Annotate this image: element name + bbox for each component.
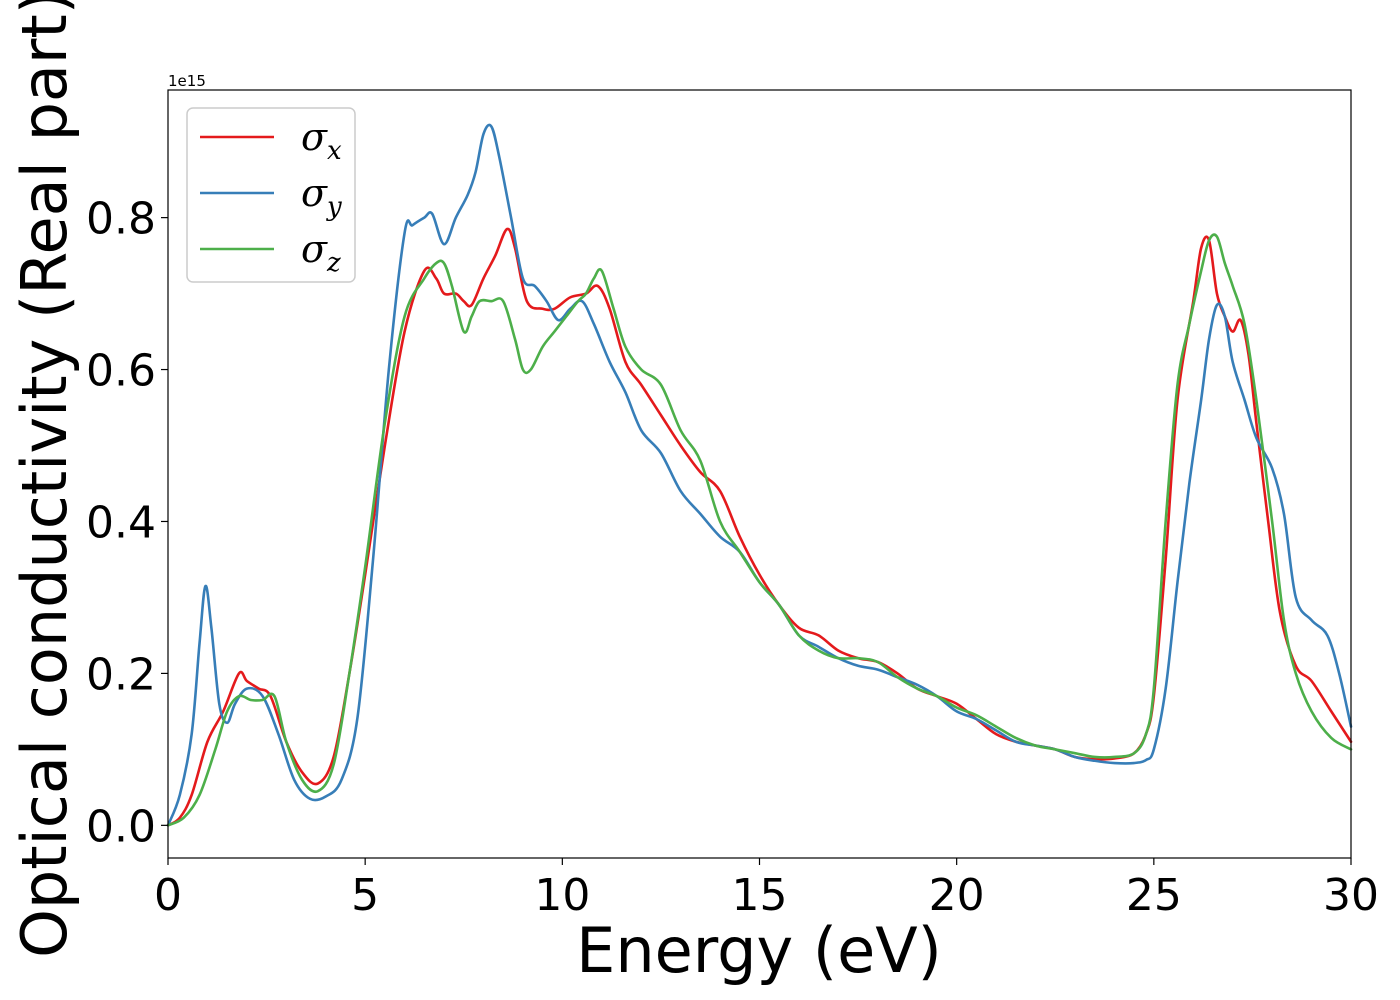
- y-tick-label: 0.8: [86, 194, 156, 245]
- y-offset-text: 1e15: [168, 72, 206, 90]
- y-axis-ticks: 0.0 0.2 0.4 0.6 0.8: [86, 194, 168, 852]
- x-tick-label: 20: [929, 870, 985, 921]
- x-axis-label: Energy (eV): [576, 914, 942, 987]
- legend-label-z: σz: [301, 227, 341, 278]
- x-tick-label: 15: [732, 870, 788, 921]
- y-tick-label: 0.4: [86, 497, 156, 548]
- y-tick-label: 0.2: [86, 649, 156, 700]
- series-group: [166, 123, 1353, 827]
- legend-label-x: σx: [301, 115, 342, 166]
- legend-box: [186, 107, 356, 283]
- series-line-y: [166, 123, 1353, 827]
- x-tick-label: 5: [351, 870, 379, 921]
- series-line-z: [166, 233, 1353, 827]
- x-tick-label: 10: [534, 870, 590, 921]
- x-axis-ticks: 0 5 10 15 20 25 30: [154, 858, 1379, 921]
- y-tick-label: 0.0: [86, 801, 156, 852]
- legend-label-y: σy: [301, 171, 342, 222]
- x-tick-label: 25: [1126, 870, 1182, 921]
- x-tick-label: 0: [154, 870, 182, 921]
- y-tick-label: 0.6: [86, 346, 156, 397]
- y-axis-label: Optical conductivity (Real part): [8, 0, 81, 958]
- x-tick-label: 30: [1323, 870, 1379, 921]
